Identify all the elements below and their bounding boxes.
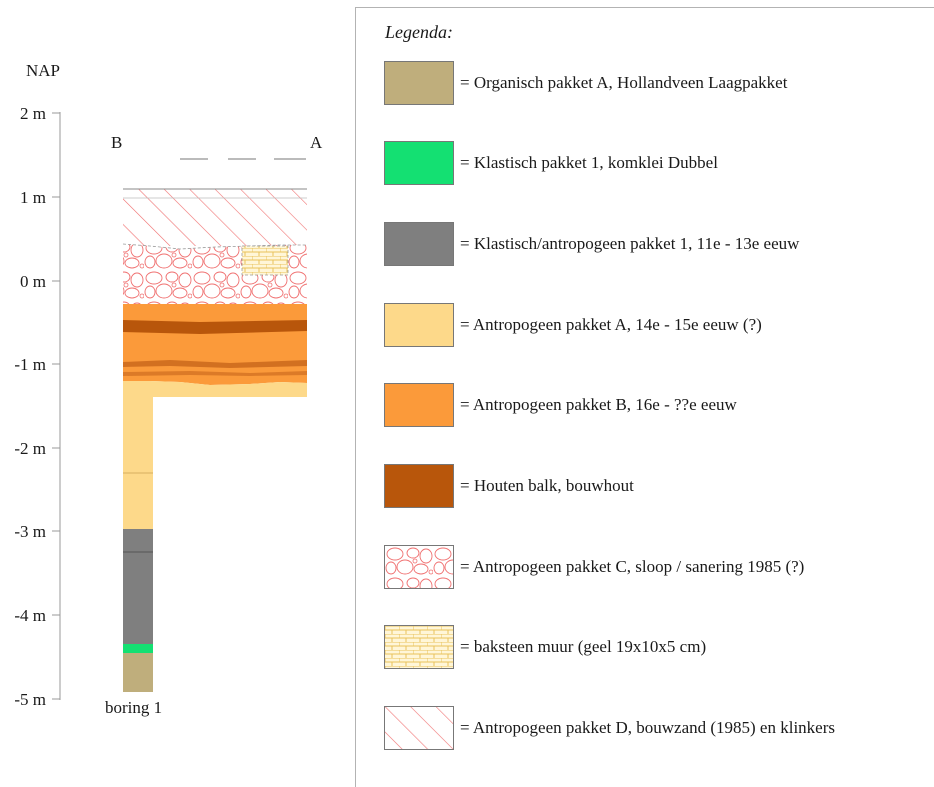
legend-label: = Houten balk, bouwhout bbox=[460, 476, 634, 495]
legend-label: = Organisch pakket A, Hollandveen Laagpa… bbox=[460, 73, 788, 92]
depth-tick-label: -3 m bbox=[14, 522, 46, 541]
brick-wall bbox=[241, 245, 289, 276]
depth-tick-label: -1 m bbox=[14, 355, 46, 374]
layer-klastisch-1 bbox=[123, 644, 153, 653]
legend-item-antropogeen-b: = Antropogeen pakket B, 16e - ??e eeuw bbox=[384, 383, 737, 427]
swatch-organisch-a bbox=[384, 61, 454, 105]
swatch-antropogeen-a bbox=[384, 303, 454, 347]
nap-datum-label: NAP bbox=[26, 61, 60, 80]
legend-label: = Antropogeen pakket D, bouwzand (1985) … bbox=[460, 718, 835, 737]
legend-label: = Klastisch pakket 1, komklei Dubbel bbox=[460, 153, 718, 172]
layer-antropogeen-d bbox=[123, 188, 307, 246]
legend-label: = Antropogeen pakket C, sloop / sanering… bbox=[460, 557, 805, 576]
legend-item-organisch-a: = Organisch pakket A, Hollandveen Laagpa… bbox=[384, 61, 787, 105]
layer-antropogeen-a bbox=[123, 381, 307, 529]
legend-item-antropogeen-a: = Antropogeen pakket A, 14e - 15e eeuw (… bbox=[384, 303, 762, 347]
legend-item-klastisch-1: = Klastisch pakket 1, komklei Dubbel bbox=[384, 141, 718, 185]
boring-label: boring 1 bbox=[105, 698, 162, 717]
legend-item-antropogeen-c: = Antropogeen pakket C, sloop / sanering… bbox=[384, 545, 804, 589]
depth-tick-label: -4 m bbox=[14, 606, 46, 625]
legend-label: = Antropogeen pakket B, 16e - ??e eeuw bbox=[460, 395, 737, 414]
swatch-baksteen-muur bbox=[384, 625, 454, 669]
legend-item-baksteen-muur: = baksteen muur (geel 19x10x5 cm) bbox=[384, 625, 706, 669]
layer-organisch-a bbox=[123, 653, 153, 692]
legend-item-antropogeen-d: = Antropogeen pakket D, bouwzand (1985) … bbox=[384, 706, 835, 750]
swatch-klastisch-1 bbox=[384, 141, 454, 185]
houten-balk-band bbox=[123, 320, 307, 334]
depth-tick-label: -2 m bbox=[14, 439, 46, 458]
layer-klastisch-antropogeen-1 bbox=[123, 529, 153, 644]
depth-tick-label: 0 m bbox=[20, 272, 46, 291]
section-label-b: B bbox=[111, 133, 122, 152]
swatch-houten-balk bbox=[384, 464, 454, 508]
swatch-antropogeen-d bbox=[384, 706, 454, 750]
swatch-klastisch-antropogeen-1 bbox=[384, 222, 454, 266]
legend-label: = Klastisch/antropogeen pakket 1, 11e - … bbox=[460, 234, 800, 253]
legend-item-klastisch-antropogeen-1: = Klastisch/antropogeen pakket 1, 11e - … bbox=[384, 222, 799, 266]
legend-label: = baksteen muur (geel 19x10x5 cm) bbox=[460, 637, 707, 656]
depth-tick-label: -5 m bbox=[14, 690, 46, 709]
section-label-a: A bbox=[310, 133, 323, 152]
legend-label: = Antropogeen pakket A, 14e - 15e eeuw (… bbox=[460, 315, 762, 334]
layer-antropogeen-b bbox=[123, 304, 307, 385]
swatch-antropogeen-c bbox=[384, 545, 454, 589]
legend-title: Legenda: bbox=[385, 22, 453, 42]
legend-item-houten-balk: = Houten balk, bouwhout bbox=[384, 464, 634, 508]
depth-tick-label: 1 m bbox=[20, 188, 46, 207]
legend-panel bbox=[355, 7, 934, 787]
soil-profile-diagram: NAP 2 m 1 m 0 m -1 m -2 m -3 m -4 m -5 m… bbox=[14, 61, 323, 717]
depth-tick-label: 2 m bbox=[20, 104, 46, 123]
swatch-antropogeen-b bbox=[384, 383, 454, 427]
depth-ticks: 2 m 1 m 0 m -1 m -2 m -3 m -4 m -5 m bbox=[14, 104, 60, 709]
